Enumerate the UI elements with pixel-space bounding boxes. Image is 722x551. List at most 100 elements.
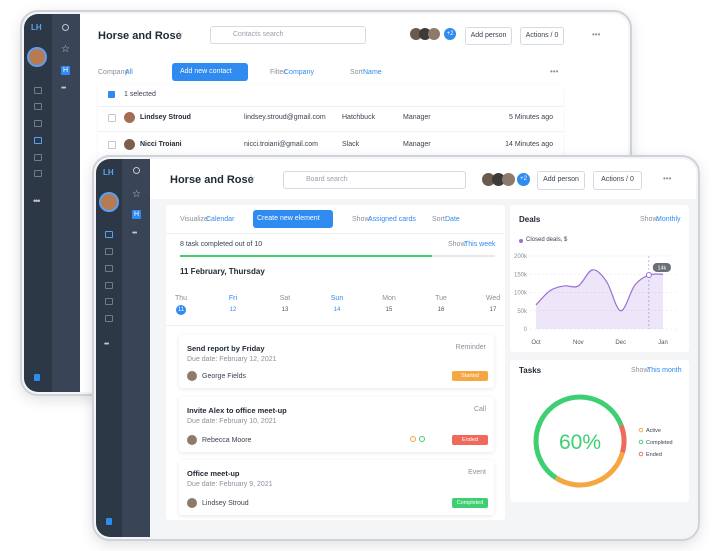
y-tick-label: 50k <box>517 309 528 315</box>
card-due: Due date: February 9, 2021 <box>187 481 273 488</box>
favorite-star[interactable]: ☆ <box>246 173 256 185</box>
workspace-badge[interactable]: H <box>61 66 70 75</box>
nav-icon[interactable] <box>34 154 42 161</box>
card-title: Invite Alex to office meet-up <box>187 406 287 415</box>
more-dots[interactable]: ••• <box>663 174 672 183</box>
legend-label: Active <box>646 428 661 434</box>
cell: Slack <box>342 141 360 148</box>
row-checkbox[interactable] <box>108 114 116 122</box>
tooltip <box>652 262 671 272</box>
person-avatar <box>187 371 197 381</box>
tasks-show[interactable]: This month <box>647 367 682 374</box>
nav-icon[interactable] <box>105 315 113 322</box>
avatar-more[interactable]: +2 <box>517 173 530 186</box>
more-dots[interactable]: ••• <box>132 230 137 237</box>
date[interactable]: 15 <box>385 307 393 313</box>
favorite-star[interactable]: ☆ <box>174 29 184 41</box>
add-person-button[interactable]: Add person <box>537 171 585 190</box>
user-avatar[interactable] <box>99 192 119 212</box>
avatar-more[interactable]: +2 <box>444 28 456 40</box>
nav-icon[interactable] <box>105 248 113 255</box>
row-checkbox[interactable] <box>108 141 116 149</box>
tasks-show-label: Show: <box>631 367 651 374</box>
status-icon <box>419 436 425 442</box>
progress-show-label: Show: <box>448 241 468 248</box>
more-dots[interactable]: ••• <box>33 196 41 206</box>
search-icon[interactable] <box>133 167 140 174</box>
date[interactable]: 11 <box>176 305 186 315</box>
create-element-button[interactable]: Create new element <box>253 210 333 228</box>
filter-label: Sort: <box>350 69 365 76</box>
cell: lindsey.stroud@gmail.com <box>244 114 326 121</box>
weekday: Mon <box>382 295 396 302</box>
add-person-button[interactable]: Add person <box>465 27 512 45</box>
add-contact-button[interactable]: Add new contact <box>172 63 248 81</box>
avatar <box>492 173 505 186</box>
date[interactable]: 12 <box>229 307 237 313</box>
task-card[interactable]: Office meet-up Event Due date: February 9,… <box>179 460 494 515</box>
status-badge: Completed <box>452 498 488 508</box>
nav-icon[interactable] <box>105 298 113 305</box>
nav-icon[interactable] <box>34 120 42 127</box>
divider <box>98 131 563 132</box>
y-tick-label: 150k <box>514 272 528 278</box>
card-title: Send report by Friday <box>187 344 265 353</box>
search-box[interactable]: Contacts search <box>210 26 366 44</box>
workspace-badge[interactable]: H <box>132 210 141 219</box>
filter-label: Filter: <box>270 69 288 76</box>
search-box[interactable]: Board search <box>283 171 466 189</box>
task-card[interactable]: Invite Alex to office meet-up Call Due dat… <box>179 397 494 452</box>
select-all-checkbox[interactable] <box>108 91 115 98</box>
divider <box>166 325 505 326</box>
filter-label: Company: <box>98 69 130 76</box>
date[interactable]: 14 <box>333 307 341 313</box>
center-label: 60% <box>559 431 601 454</box>
date[interactable]: 13 <box>281 307 289 313</box>
star-icon[interactable]: ☆ <box>132 189 141 200</box>
date-heading: 11 February, Thursday <box>180 267 265 276</box>
toolbar-value[interactable]: Calendar <box>206 216 235 223</box>
nav-icon[interactable] <box>105 265 113 272</box>
bottom-icon[interactable] <box>34 374 40 381</box>
filter-value[interactable]: Company <box>284 69 314 76</box>
actions-button[interactable]: Actions / 0 <box>593 171 642 190</box>
nav-icon[interactable] <box>105 231 113 238</box>
star-icon[interactable]: ☆ <box>61 44 70 55</box>
deals-show[interactable]: Monthly <box>656 216 681 223</box>
nav-icon[interactable] <box>34 103 42 110</box>
hover-point <box>645 271 652 278</box>
more-dots[interactable]: ••• <box>61 85 66 92</box>
nav-icon[interactable] <box>105 282 113 289</box>
person-name: Lindsey Stroud <box>202 500 249 507</box>
bottom-icon[interactable] <box>106 518 112 525</box>
y-tick-label: 100k <box>514 291 528 297</box>
nav-icon[interactable] <box>34 170 42 177</box>
task-card[interactable]: Send report by Friday Reminder Due date: F… <box>179 335 494 388</box>
toolbar-value[interactable]: Assigned cards <box>368 216 416 223</box>
date[interactable]: 16 <box>437 307 445 313</box>
date[interactable]: 17 <box>489 307 497 313</box>
nav-icon[interactable] <box>34 87 42 94</box>
filter-value[interactable]: All <box>125 69 133 76</box>
search-icon[interactable] <box>62 24 69 31</box>
filter-value[interactable]: Name <box>363 69 382 76</box>
more-dots[interactable]: ••• <box>104 341 109 348</box>
toolbar-label: Show: <box>352 216 372 223</box>
more-dots[interactable]: ••• <box>550 67 559 76</box>
user-avatar[interactable] <box>27 47 47 67</box>
cell: 5 Minutes ago <box>509 114 553 121</box>
contacts-table <box>98 85 563 165</box>
deals-show-label: Show: <box>640 216 660 223</box>
weekday: Sun <box>330 295 344 302</box>
more-dots[interactable]: ••• <box>592 30 601 39</box>
divider <box>166 233 505 234</box>
toolbar-value[interactable]: Date <box>445 216 460 223</box>
legend-marker <box>638 451 644 457</box>
cell: nicci.troiani@gmail.com <box>244 141 319 148</box>
progress-show[interactable]: This week <box>464 241 496 248</box>
logo: LH <box>31 23 42 32</box>
nav-icon[interactable] <box>34 137 42 144</box>
actions-button[interactable]: Actions / 0 <box>520 27 564 45</box>
area <box>536 269 663 329</box>
